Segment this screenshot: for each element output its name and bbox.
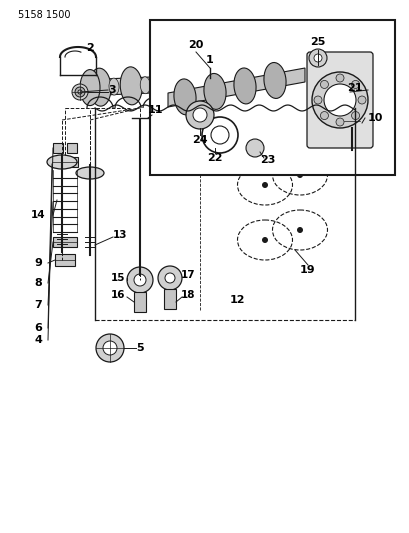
Bar bbox=[164, 289, 175, 309]
Circle shape bbox=[308, 49, 326, 67]
Text: 21: 21 bbox=[346, 83, 362, 93]
Ellipse shape bbox=[265, 71, 274, 88]
Ellipse shape bbox=[151, 66, 173, 103]
FancyBboxPatch shape bbox=[306, 52, 372, 148]
Circle shape bbox=[134, 274, 146, 286]
Circle shape bbox=[320, 80, 328, 88]
Text: 2: 2 bbox=[86, 43, 94, 53]
Circle shape bbox=[335, 74, 343, 82]
Bar bbox=[53, 143, 63, 153]
Text: 5158 1500: 5158 1500 bbox=[18, 10, 70, 20]
Circle shape bbox=[296, 227, 302, 233]
Text: 8: 8 bbox=[34, 278, 42, 288]
Text: 25: 25 bbox=[310, 37, 325, 47]
Bar bbox=[53, 237, 77, 247]
Ellipse shape bbox=[203, 74, 225, 109]
Circle shape bbox=[78, 90, 82, 94]
Bar bbox=[134, 292, 146, 312]
Circle shape bbox=[193, 108, 207, 122]
Ellipse shape bbox=[140, 77, 150, 94]
Ellipse shape bbox=[358, 68, 368, 85]
Text: 4: 4 bbox=[34, 335, 42, 345]
Bar bbox=[67, 143, 77, 153]
Bar bbox=[55, 254, 75, 266]
Ellipse shape bbox=[89, 68, 111, 106]
Circle shape bbox=[323, 84, 355, 116]
Bar bbox=[150, 20, 394, 175]
Text: 24: 24 bbox=[192, 135, 207, 145]
Circle shape bbox=[357, 96, 365, 104]
Text: 13: 13 bbox=[112, 230, 127, 240]
Text: 20: 20 bbox=[188, 40, 203, 50]
Ellipse shape bbox=[47, 155, 77, 169]
Circle shape bbox=[96, 334, 124, 362]
Polygon shape bbox=[168, 68, 304, 107]
Ellipse shape bbox=[327, 69, 337, 86]
Text: 19: 19 bbox=[299, 265, 315, 275]
Text: 1: 1 bbox=[206, 55, 213, 65]
Text: 6: 6 bbox=[34, 323, 42, 333]
Ellipse shape bbox=[338, 58, 360, 95]
Ellipse shape bbox=[296, 70, 306, 87]
Circle shape bbox=[186, 101, 213, 129]
Text: 22: 22 bbox=[207, 153, 222, 163]
Text: 10: 10 bbox=[366, 113, 382, 123]
Text: 16: 16 bbox=[110, 290, 125, 300]
Ellipse shape bbox=[276, 60, 298, 98]
Ellipse shape bbox=[202, 74, 212, 91]
Circle shape bbox=[351, 80, 359, 88]
Circle shape bbox=[261, 182, 267, 188]
Circle shape bbox=[164, 273, 175, 283]
Ellipse shape bbox=[213, 63, 236, 101]
Ellipse shape bbox=[173, 79, 196, 115]
Circle shape bbox=[313, 54, 321, 62]
Ellipse shape bbox=[234, 68, 256, 104]
Circle shape bbox=[75, 87, 85, 97]
Text: 5: 5 bbox=[136, 343, 144, 353]
Text: 17: 17 bbox=[180, 270, 195, 280]
Circle shape bbox=[72, 84, 88, 100]
Circle shape bbox=[320, 111, 328, 119]
Circle shape bbox=[351, 111, 359, 119]
Ellipse shape bbox=[245, 62, 267, 100]
Ellipse shape bbox=[76, 167, 104, 179]
Text: 9: 9 bbox=[34, 258, 42, 268]
Circle shape bbox=[311, 72, 367, 128]
Ellipse shape bbox=[307, 59, 329, 97]
Circle shape bbox=[245, 139, 263, 157]
Ellipse shape bbox=[120, 67, 142, 105]
Text: 11: 11 bbox=[147, 105, 162, 115]
Bar bbox=[341, 110, 361, 116]
Ellipse shape bbox=[171, 76, 181, 92]
Circle shape bbox=[313, 96, 321, 104]
Circle shape bbox=[103, 341, 117, 355]
Circle shape bbox=[335, 118, 343, 126]
Circle shape bbox=[296, 172, 302, 178]
Text: 3: 3 bbox=[108, 85, 115, 95]
Text: 12: 12 bbox=[229, 295, 244, 305]
Ellipse shape bbox=[80, 70, 100, 106]
Ellipse shape bbox=[234, 73, 243, 90]
Text: 14: 14 bbox=[31, 210, 45, 220]
Text: 15: 15 bbox=[110, 273, 125, 283]
Text: 18: 18 bbox=[180, 290, 195, 300]
Circle shape bbox=[157, 266, 182, 290]
Ellipse shape bbox=[109, 78, 119, 95]
Text: 7: 7 bbox=[34, 300, 42, 310]
Polygon shape bbox=[85, 68, 361, 96]
Ellipse shape bbox=[182, 64, 204, 102]
Circle shape bbox=[261, 237, 267, 243]
Bar bbox=[343, 114, 359, 128]
Ellipse shape bbox=[263, 62, 285, 99]
Bar bbox=[52, 157, 78, 167]
Text: 23: 23 bbox=[260, 155, 275, 165]
Circle shape bbox=[127, 267, 153, 293]
